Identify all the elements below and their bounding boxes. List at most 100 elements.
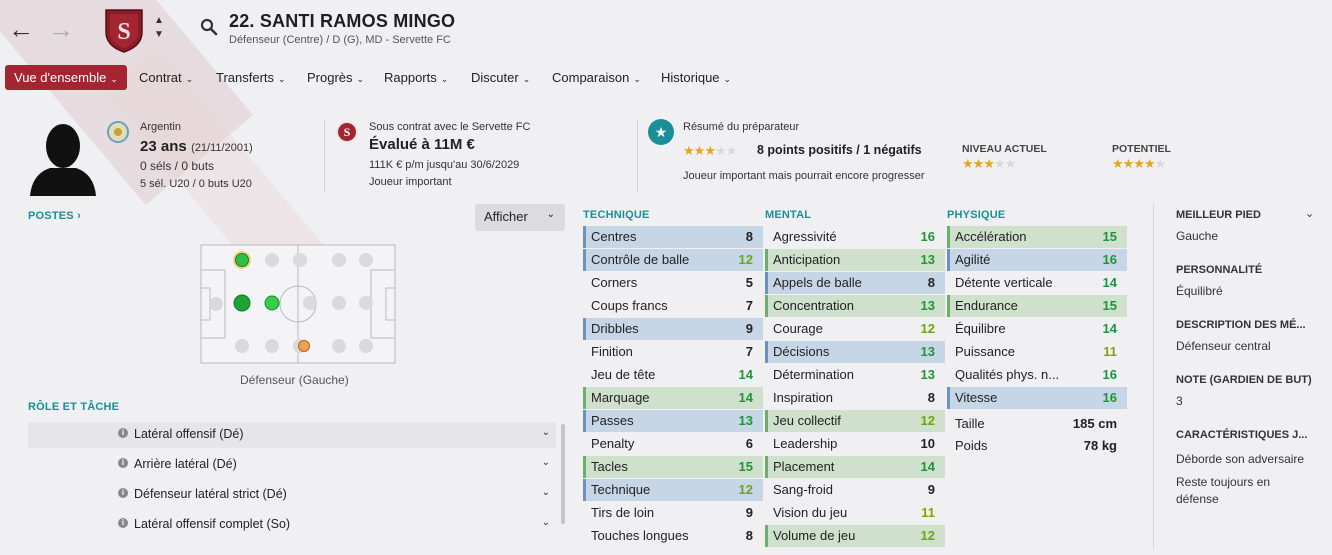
attribute-row[interactable]: Inspiration 8 bbox=[765, 387, 945, 409]
chevron-down-icon: ⌄ bbox=[723, 74, 732, 84]
weight-row: Poids 78 kg bbox=[947, 435, 1127, 457]
attribute-row[interactable]: Agressivité 16 bbox=[765, 226, 945, 248]
nationality[interactable]: Argentin bbox=[140, 121, 181, 133]
attribute-label: Dribbles bbox=[591, 321, 639, 336]
info-icon[interactable]: i bbox=[118, 428, 128, 438]
tab-discuss[interactable]: Discuter ⌄ bbox=[471, 70, 530, 85]
attribute-row[interactable]: Contrôle de balle 12 bbox=[583, 249, 763, 271]
attribute-row[interactable]: Placement 14 bbox=[765, 456, 945, 478]
pitch-diagram[interactable] bbox=[200, 244, 396, 369]
attribute-row[interactable]: Agilité 16 bbox=[947, 249, 1127, 271]
attribute-value: 16 bbox=[1102, 367, 1117, 382]
star-icon: ★ bbox=[704, 143, 716, 158]
tab-comparison[interactable]: Comparaison ⌄ bbox=[552, 70, 641, 85]
attribute-row[interactable]: Leadership 10 bbox=[765, 433, 945, 455]
club-badge-icon[interactable]: S bbox=[336, 121, 358, 143]
attribute-row[interactable]: Passes 13 bbox=[583, 410, 763, 432]
attribute-label: Finition bbox=[591, 344, 633, 359]
attribute-row[interactable]: Jeu de tête 14 bbox=[583, 364, 763, 386]
attribute-row[interactable]: Vitesse 16 bbox=[947, 387, 1127, 409]
attribute-row[interactable]: Appels de balle 8 bbox=[765, 272, 945, 294]
back-arrow-icon[interactable]: ← bbox=[8, 14, 34, 44]
chevron-down-icon[interactable]: ⌄ bbox=[541, 487, 550, 498]
role-row[interactable]: i Latéral offensif (Dé) ⌄ bbox=[28, 422, 556, 448]
attribute-value: 15 bbox=[738, 459, 753, 474]
age-line: 23 ans (21/11/2001) bbox=[140, 138, 253, 156]
attribute-row[interactable]: Décisions 13 bbox=[765, 341, 945, 363]
tab-history[interactable]: Historique ⌄ bbox=[661, 70, 731, 85]
attribute-row[interactable]: Sang-froid 9 bbox=[765, 479, 945, 501]
info-icon[interactable]: i bbox=[118, 488, 128, 498]
chevron-down-icon[interactable]: ⌄ bbox=[541, 427, 550, 438]
attribute-row[interactable]: Équilibre 14 bbox=[947, 318, 1127, 340]
attribute-row[interactable]: Touches longues 8 bbox=[583, 525, 763, 547]
attribute-row[interactable]: Centres 8 bbox=[583, 226, 763, 248]
attribute-row[interactable]: Marquage 14 bbox=[583, 387, 763, 409]
club-crest-icon[interactable]: S bbox=[102, 6, 146, 54]
attribute-row[interactable]: Coups francs 7 bbox=[583, 295, 763, 317]
technique-header: TECHNIQUE bbox=[583, 209, 650, 221]
gk-rating-label: NOTE (GARDIEN DE BUT) bbox=[1176, 374, 1312, 386]
search-icon[interactable] bbox=[200, 18, 218, 41]
attribute-value: 13 bbox=[920, 344, 935, 359]
birth-date: (21/11/2001) bbox=[191, 142, 253, 154]
player-switch-icon[interactable]: ▲ ▼ bbox=[154, 15, 164, 40]
tab-contract[interactable]: Contrat ⌄ bbox=[139, 70, 193, 85]
info-icon[interactable]: i bbox=[118, 518, 128, 528]
attribute-label: Anticipation bbox=[773, 252, 841, 267]
roles-scrollbar[interactable] bbox=[561, 424, 565, 524]
current-ability-stars: ★★★★★ bbox=[962, 156, 1016, 172]
nation-flag-icon[interactable] bbox=[107, 121, 129, 143]
show-dropdown-button[interactable]: Afficher ⌄ bbox=[475, 204, 565, 231]
attribute-row[interactable]: Penalty 6 bbox=[583, 433, 763, 455]
role-row[interactable]: i Défenseur latéral strict (Dé) ⌄ bbox=[28, 482, 556, 508]
attribute-label: Appels de balle bbox=[773, 275, 862, 290]
potential-stars: ★★★★★ bbox=[1112, 156, 1166, 172]
attribute-row[interactable]: Technique 12 bbox=[583, 479, 763, 501]
attribute-row[interactable]: Finition 7 bbox=[583, 341, 763, 363]
attribute-row[interactable]: Qualités phys. n... 16 bbox=[947, 364, 1127, 386]
attribute-row[interactable]: Tirs de loin 9 bbox=[583, 502, 763, 524]
attribute-value: 8 bbox=[745, 229, 753, 244]
positions-header[interactable]: POSTES › bbox=[28, 210, 81, 222]
attribute-value: 8 bbox=[927, 390, 935, 405]
attribute-row[interactable]: Puissance 11 bbox=[947, 341, 1127, 363]
coach-verdict: Joueur important mais pourrait encore pr… bbox=[683, 170, 925, 182]
chevron-down-icon[interactable]: ⌄ bbox=[1305, 208, 1315, 220]
attribute-row[interactable]: Endurance 15 bbox=[947, 295, 1127, 317]
role-row[interactable]: i Latéral offensif complet (So) ⌄ bbox=[28, 512, 556, 538]
tab-overview[interactable]: Vue d'ensemble ⌄ bbox=[5, 65, 127, 90]
attribute-row[interactable]: Dribbles 9 bbox=[583, 318, 763, 340]
tab-reports[interactable]: Rapports ⌄ bbox=[384, 70, 448, 85]
attribute-value: 8 bbox=[927, 275, 935, 290]
attribute-row[interactable]: Corners 5 bbox=[583, 272, 763, 294]
attribute-label: Détente verticale bbox=[955, 275, 1053, 290]
coach-star-icon: ★ bbox=[648, 119, 674, 145]
attribute-row[interactable]: Vision du jeu 11 bbox=[765, 502, 945, 524]
tab-transfers[interactable]: Transferts ⌄ bbox=[216, 70, 286, 85]
role-label: Latéral offensif complet (So) bbox=[134, 517, 291, 531]
attribute-value: 11 bbox=[1103, 344, 1117, 359]
attribute-row[interactable]: Anticipation 13 bbox=[765, 249, 945, 271]
attribute-label: Détermination bbox=[773, 367, 854, 382]
attribute-row[interactable]: Jeu collectif 12 bbox=[765, 410, 945, 432]
weight-value: 78 kg bbox=[1083, 438, 1117, 453]
role-label: Défenseur latéral strict (Dé) bbox=[134, 487, 287, 501]
attribute-row[interactable]: Volume de jeu 12 bbox=[765, 525, 945, 547]
star-icon: ★ bbox=[1133, 156, 1145, 171]
attribute-row[interactable]: Tacles 15 bbox=[583, 456, 763, 478]
attribute-row[interactable]: Détermination 13 bbox=[765, 364, 945, 386]
tab-progress[interactable]: Progrès ⌄ bbox=[307, 70, 364, 85]
attribute-row[interactable]: Accélération 15 bbox=[947, 226, 1127, 248]
attribute-row[interactable]: Détente verticale 14 bbox=[947, 272, 1127, 294]
attribute-row[interactable]: Courage 12 bbox=[765, 318, 945, 340]
role-row[interactable]: i Arrière latéral (Dé) ⌄ bbox=[28, 452, 556, 478]
chevron-down-icon[interactable]: ⌄ bbox=[541, 517, 550, 528]
player-trait: Déborde son adversaire bbox=[1176, 452, 1305, 466]
attribute-label: Passes bbox=[591, 413, 634, 428]
forward-arrow-icon[interactable]: → bbox=[48, 14, 74, 44]
info-icon[interactable]: i bbox=[118, 458, 128, 468]
chevron-down-icon[interactable]: ⌄ bbox=[541, 457, 550, 468]
divider bbox=[324, 120, 325, 192]
attribute-row[interactable]: Concentration 13 bbox=[765, 295, 945, 317]
